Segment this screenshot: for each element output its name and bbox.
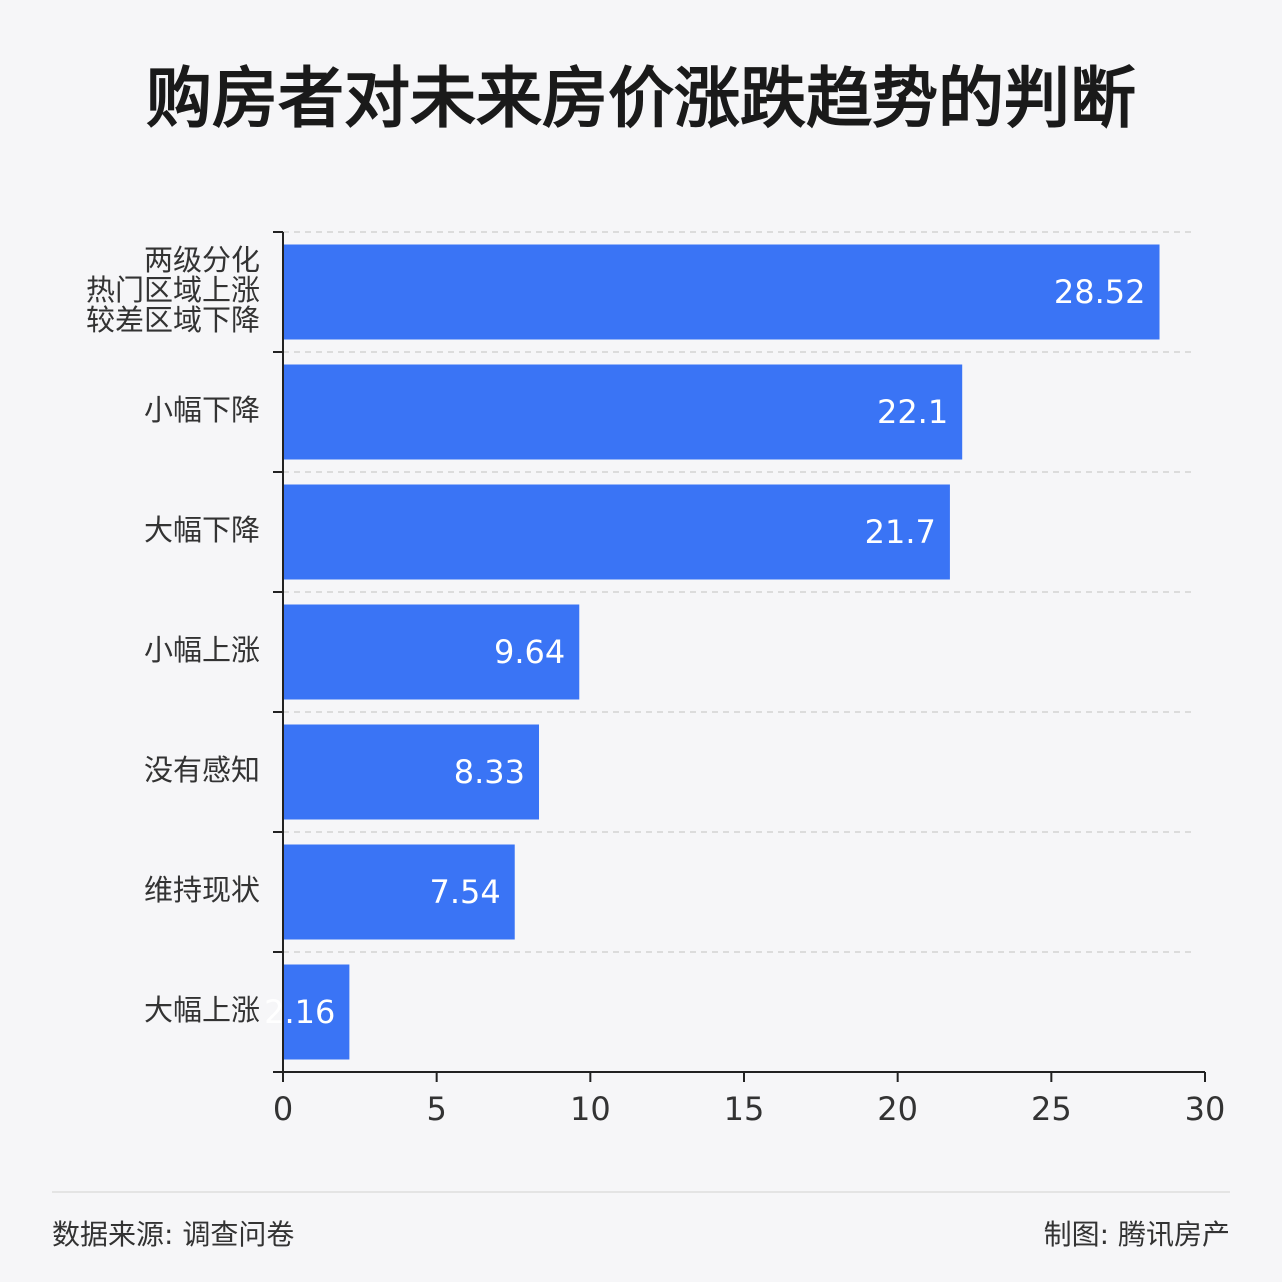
y-tick-label: 维持现状 (144, 873, 260, 907)
chart-title: 购房者对未来房价涨跌趋势的判断 (146, 60, 1136, 137)
y-tick-label: 大幅上涨 (144, 993, 260, 1027)
value-label: 28.52 (1054, 273, 1146, 311)
source: 数据来源: 调查问卷 (52, 1218, 294, 1251)
bar (283, 844, 515, 940)
value-label: 21.7 (865, 513, 936, 551)
x-tick-label: 25 (1031, 1090, 1072, 1128)
y-tick-label: 大幅下降 (144, 513, 260, 547)
bar (283, 244, 1160, 340)
bar (283, 604, 580, 700)
x-tick-label: 30 (1185, 1090, 1226, 1128)
y-tick-label: 没有感知 (144, 753, 260, 787)
value-label: 22.1 (877, 393, 948, 431)
x-tick-label: 10 (570, 1090, 611, 1128)
bar (283, 364, 963, 460)
y-tick-label: 小幅上涨 (144, 633, 260, 667)
x-tick-label: 15 (724, 1090, 765, 1128)
bar (283, 724, 540, 820)
value-label: 7.54 (429, 873, 500, 911)
x-tick-label: 0 (273, 1090, 293, 1128)
x-tick-label: 20 (877, 1090, 918, 1128)
value-label: 8.33 (454, 753, 525, 791)
y-tick-label: 小幅下降 (144, 393, 260, 427)
value-label: 9.64 (494, 633, 565, 671)
bar (283, 964, 350, 1060)
credit: 制图: 腾讯房产 (1044, 1218, 1230, 1251)
y-tick-label: 两级分化热门区域上涨较差区域下降 (86, 243, 260, 337)
value-label: 2.16 (264, 993, 335, 1031)
bar (283, 484, 950, 580)
x-tick-label: 5 (426, 1090, 446, 1128)
